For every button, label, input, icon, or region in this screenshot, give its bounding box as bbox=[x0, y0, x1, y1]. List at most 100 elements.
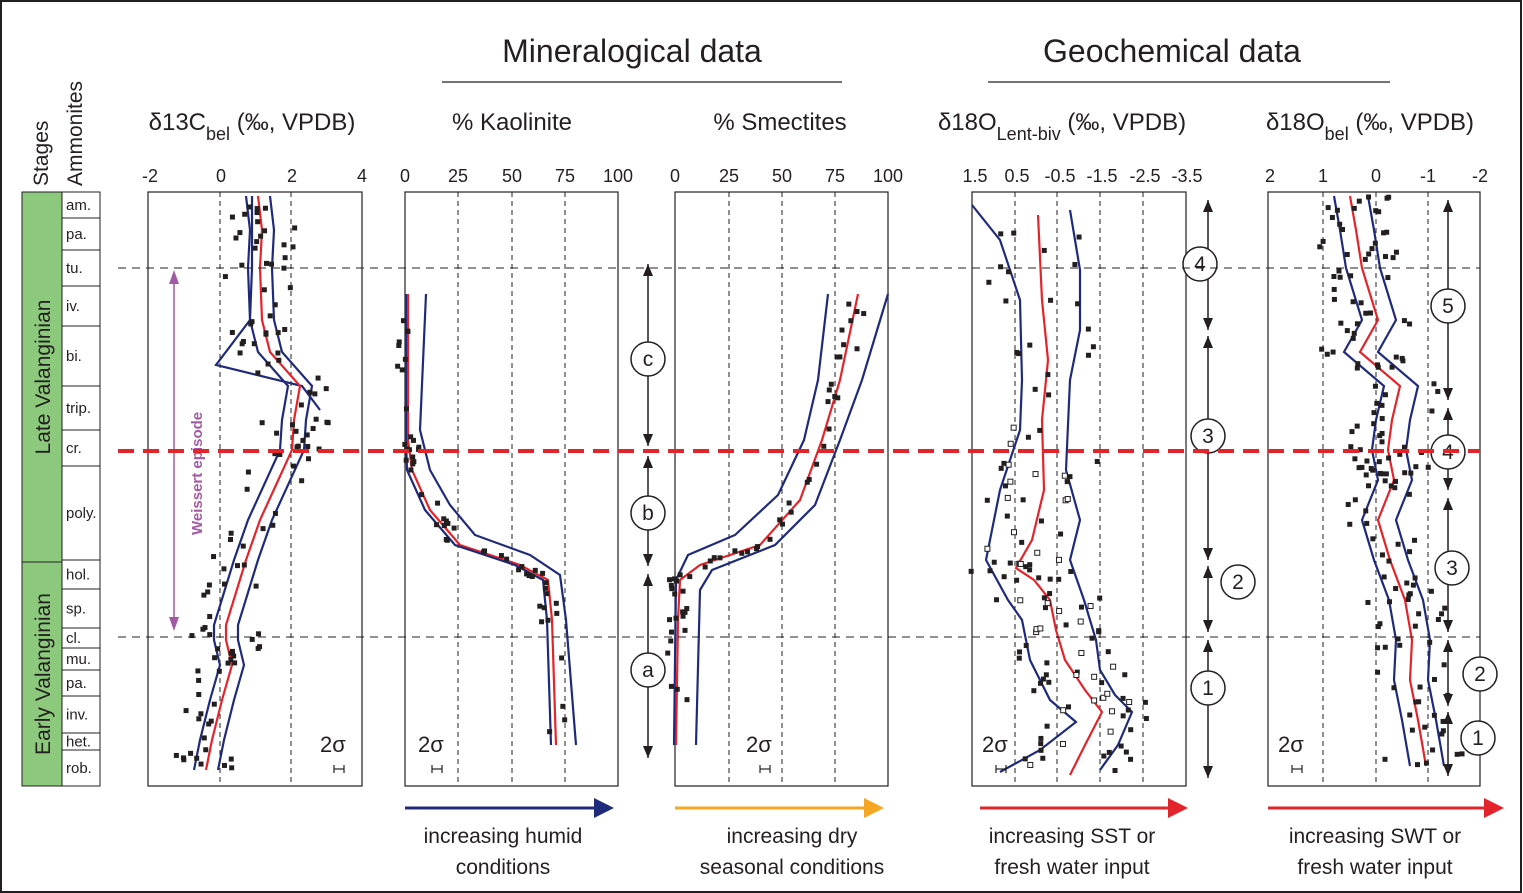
kaol-point bbox=[441, 516, 447, 522]
bel-point bbox=[1391, 685, 1397, 691]
d13c-point bbox=[232, 660, 238, 666]
d13c-point bbox=[272, 451, 278, 457]
kaol-point bbox=[529, 573, 535, 579]
zone-cell bbox=[61, 429, 101, 467]
lent-point bbox=[1023, 643, 1029, 649]
lent-interval-2-arrow-up bbox=[1203, 566, 1213, 578]
d13c-point bbox=[270, 522, 276, 528]
bel-point bbox=[1427, 639, 1433, 645]
lent-point bbox=[1007, 560, 1013, 566]
bel-interval-2-arrow-down bbox=[1443, 694, 1453, 706]
d13c-point bbox=[237, 230, 243, 236]
d13c-envelope-right bbox=[216, 195, 314, 771]
kaol-point bbox=[543, 580, 549, 586]
kaol-point bbox=[441, 523, 447, 529]
smectite-trend-arrowhead bbox=[864, 798, 884, 818]
kaol-point bbox=[435, 500, 441, 506]
stages-label: Stages bbox=[30, 121, 53, 186]
kaol-tick-label: 75 bbox=[555, 166, 575, 186]
smec-point bbox=[684, 697, 690, 703]
lent-open-point bbox=[1073, 671, 1080, 678]
kaol-point bbox=[406, 447, 412, 453]
bel-point bbox=[1348, 444, 1354, 450]
smec-point bbox=[673, 615, 679, 621]
smec-point bbox=[680, 609, 686, 615]
bel-point bbox=[1336, 268, 1342, 274]
lent-point bbox=[1096, 628, 1102, 634]
d13c-point bbox=[233, 235, 239, 241]
lent-point bbox=[1058, 531, 1064, 537]
smec-point bbox=[837, 354, 843, 360]
bel-point bbox=[1388, 483, 1394, 489]
smec-point bbox=[665, 650, 671, 656]
sst-trend-arrowhead bbox=[1168, 798, 1188, 818]
kaol-tick-label: 25 bbox=[448, 166, 468, 186]
interval-c-arrow-up bbox=[643, 264, 653, 276]
lent-open-point bbox=[984, 545, 991, 552]
bel-point bbox=[1358, 300, 1364, 306]
bel-point bbox=[1345, 501, 1351, 507]
lent-point bbox=[1046, 392, 1052, 398]
bel-tick-label: 1 bbox=[1318, 166, 1328, 186]
d13c-point bbox=[241, 562, 247, 568]
lent-point bbox=[1006, 269, 1012, 275]
lent-point bbox=[1112, 768, 1118, 774]
bel-point bbox=[1412, 623, 1418, 629]
lent-tick-label: 0.5 bbox=[1004, 166, 1029, 186]
kaol-envelope-left bbox=[404, 294, 553, 746]
lent-open-point bbox=[1064, 496, 1071, 503]
lent-interval-1-label: 1 bbox=[1202, 677, 1214, 700]
kaol-point bbox=[541, 605, 547, 611]
bel-point bbox=[1406, 491, 1412, 497]
d13c-point bbox=[255, 370, 261, 376]
bel-point bbox=[1381, 574, 1387, 580]
bel-point bbox=[1349, 429, 1355, 435]
bel-point bbox=[1371, 421, 1377, 427]
bel-point bbox=[1376, 209, 1382, 215]
d13c-point bbox=[315, 375, 321, 381]
d13c-tick-label: 2 bbox=[287, 166, 297, 186]
d13c-point bbox=[324, 419, 330, 425]
lent-point bbox=[1031, 688, 1037, 694]
smec-tick-label: 75 bbox=[825, 166, 845, 186]
lent-point bbox=[1048, 297, 1054, 303]
bel-envelope-right bbox=[1366, 195, 1446, 767]
d13c-point bbox=[262, 205, 268, 211]
smec-point bbox=[846, 301, 852, 307]
zone-cell bbox=[61, 285, 101, 327]
lent-open-point bbox=[1010, 529, 1017, 536]
bel-point bbox=[1359, 464, 1365, 470]
d13c-point bbox=[305, 443, 311, 449]
smec-point bbox=[777, 517, 783, 523]
d13c-point bbox=[282, 326, 288, 332]
interval-c-arrow-down bbox=[643, 434, 653, 446]
kaol-point bbox=[554, 610, 560, 616]
bel-envelope-left bbox=[1332, 195, 1412, 767]
lent-point bbox=[1042, 605, 1048, 611]
lent-point bbox=[1004, 513, 1010, 519]
bel-tick-label: 0 bbox=[1371, 166, 1381, 186]
smec-point bbox=[668, 582, 674, 588]
smec-point bbox=[779, 521, 785, 527]
d13c-point bbox=[206, 582, 212, 588]
bel-point bbox=[1441, 662, 1447, 668]
lent-open-point bbox=[1077, 618, 1084, 625]
bel-point bbox=[1352, 497, 1358, 503]
lent-point bbox=[1076, 234, 1082, 240]
smec-point bbox=[804, 479, 810, 485]
d13c-point bbox=[206, 721, 212, 727]
lent-envelope-left bbox=[971, 204, 1078, 773]
zone-label: pa. bbox=[66, 675, 87, 692]
smec-point bbox=[711, 555, 717, 561]
smec-point bbox=[788, 509, 794, 515]
kaol-point bbox=[399, 367, 405, 373]
d13c-point bbox=[180, 755, 186, 761]
lent-open-point bbox=[1007, 478, 1014, 485]
d13c-point bbox=[294, 444, 300, 450]
lent-tick-label: -3.5 bbox=[1171, 166, 1202, 186]
lent-point bbox=[1128, 727, 1134, 733]
bel-point bbox=[1372, 240, 1378, 246]
d13c-point bbox=[207, 614, 213, 620]
bel-interval-3-arrow-up bbox=[1443, 498, 1453, 510]
lent-open-point bbox=[1017, 560, 1024, 567]
